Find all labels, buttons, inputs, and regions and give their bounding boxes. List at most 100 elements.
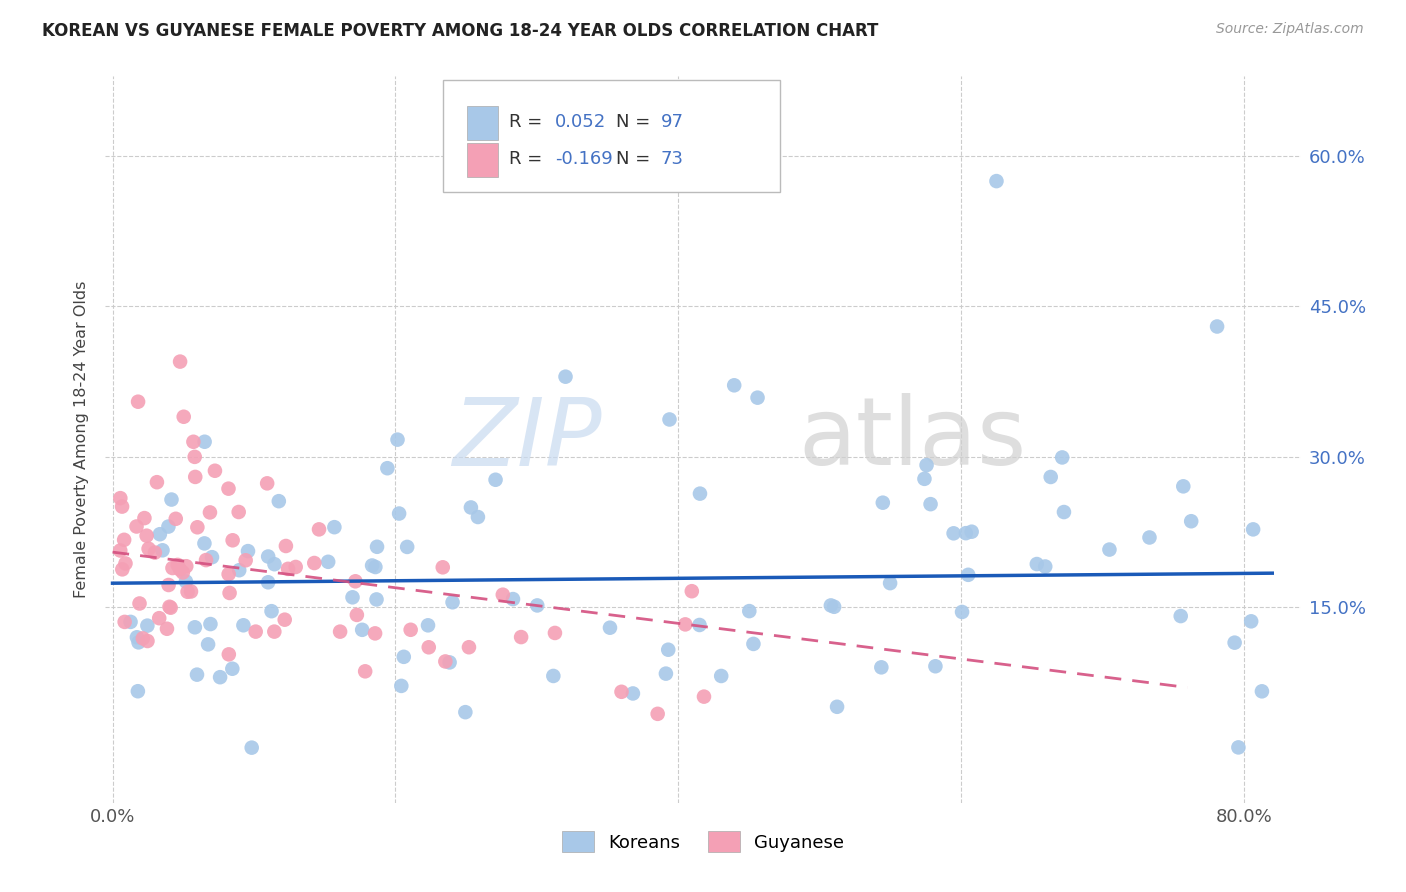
Point [342,591,364,605]
Point [316,555,339,569]
Point [738,604,761,618]
Text: 0.052: 0.052 [555,113,606,131]
Point [148,611,170,625]
Point [432,560,454,574]
Point [111,500,134,514]
Point [174,559,197,574]
Point [184,470,207,484]
Point [263,624,285,639]
Point [134,511,156,525]
Text: -0.169: -0.169 [555,150,613,168]
Point [162,561,184,575]
Point [747,391,769,405]
Point [173,409,195,424]
Point [399,623,422,637]
Point [544,626,567,640]
Point [218,586,240,600]
Point [492,588,515,602]
Point [110,491,132,505]
Point [186,520,208,534]
Point [484,473,506,487]
Point [273,613,295,627]
Text: N =: N = [616,113,655,131]
Point [218,482,240,496]
Point [304,556,326,570]
Point [1206,319,1229,334]
Point [218,567,240,582]
Point [169,354,191,368]
Point [689,486,711,500]
Text: R =: R = [509,150,548,168]
Point [323,520,346,534]
Point [364,560,387,574]
Point [111,562,134,576]
Point [434,655,457,669]
Point [1025,557,1047,571]
Point [245,624,267,639]
Point [352,623,374,637]
Legend: Koreans, Guyanese: Koreans, Guyanese [554,824,852,859]
Point [138,541,160,556]
Text: 97: 97 [661,113,683,131]
Point [204,464,226,478]
Point [114,615,136,629]
Point [693,690,716,704]
Point [441,595,464,609]
Point [742,637,765,651]
Point [193,536,215,550]
Point [723,378,745,392]
Point [235,553,257,567]
Point [277,562,299,576]
Point [458,640,481,655]
Text: 73: 73 [661,150,683,168]
Point [366,540,388,554]
Point [942,526,965,541]
Point [554,369,576,384]
Point [195,553,218,567]
Point [354,665,377,679]
Point [186,667,208,681]
Point [610,685,633,699]
Point [621,686,644,700]
Point [647,706,669,721]
Point [366,592,388,607]
Point [174,574,197,589]
Point [149,527,172,541]
Point [127,394,149,409]
Point [152,543,174,558]
Point [114,557,136,571]
Point [710,669,733,683]
Point [467,510,489,524]
Point [346,607,368,622]
Point [201,550,224,565]
Y-axis label: Female Poverty Among 18-24 Year Olds: Female Poverty Among 18-24 Year Olds [75,281,90,598]
Text: atlas: atlas [799,393,1026,485]
Point [136,634,159,648]
Point [200,617,222,632]
Point [240,740,263,755]
Point [128,597,150,611]
Point [1180,514,1202,528]
Point [143,545,166,559]
Point [392,649,415,664]
Point [1139,531,1161,545]
Point [221,533,243,548]
Point [915,458,938,472]
Point [128,635,150,649]
Point [112,533,135,547]
Point [267,494,290,508]
Point [284,560,307,574]
Point [183,450,205,464]
Point [1033,559,1056,574]
Point [1241,522,1264,536]
Point [221,662,243,676]
Point [260,604,283,618]
Point [329,624,352,639]
Point [1170,609,1192,624]
Point [218,648,240,662]
Point [389,679,412,693]
Point [166,558,188,572]
Point [209,670,232,684]
Point [658,412,681,426]
Point [165,512,187,526]
